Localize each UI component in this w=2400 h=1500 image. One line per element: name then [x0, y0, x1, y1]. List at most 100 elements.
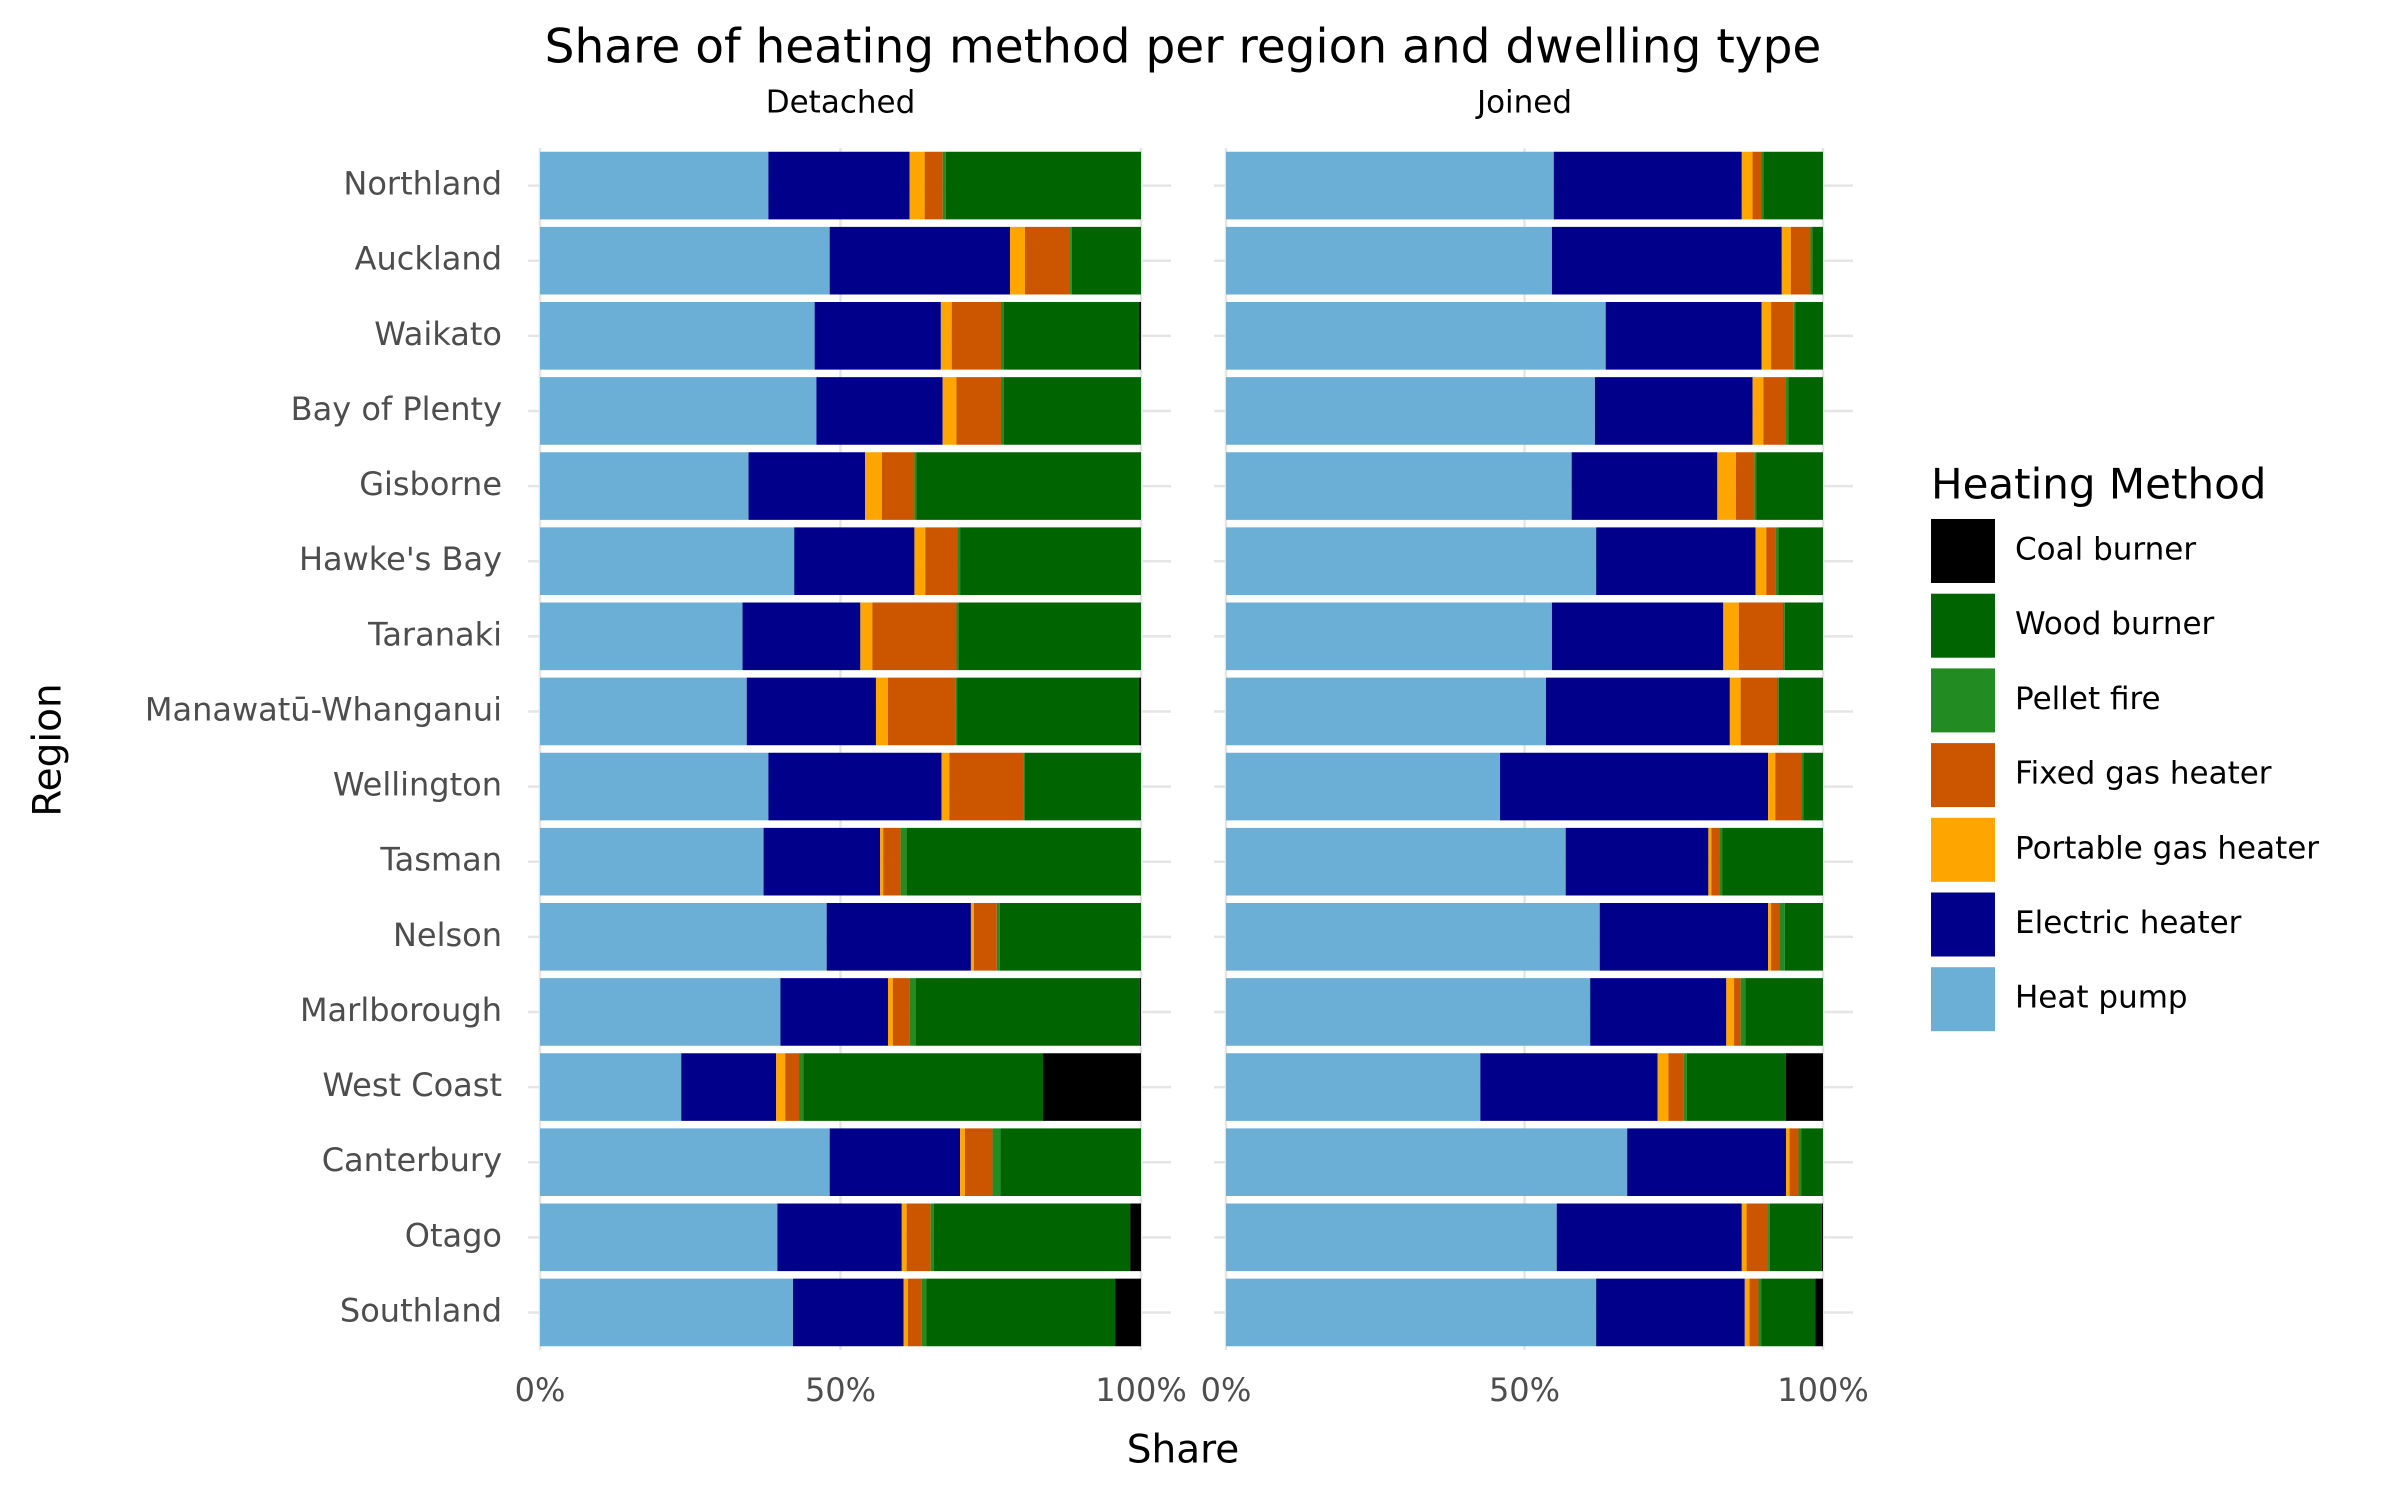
- bar-segment: [930, 1203, 934, 1272]
- legend-swatch: [1931, 519, 1995, 583]
- bar-segment: [945, 151, 1141, 220]
- bar-segment: [540, 527, 795, 595]
- bar-segment: [1686, 1053, 1786, 1121]
- bar-segment: [1793, 302, 1796, 370]
- bar-segment: [940, 302, 952, 370]
- legend-swatch: [1931, 668, 1995, 733]
- bar-segment: [1605, 302, 1762, 370]
- bar-segment: [814, 302, 941, 370]
- bar-segment: [970, 903, 974, 971]
- bar-segment: [1226, 752, 1501, 821]
- bar-segment: [540, 1128, 830, 1196]
- bar-segment: [1596, 527, 1756, 595]
- bar-segment: [1778, 677, 1823, 746]
- bar-segment: [1785, 377, 1789, 445]
- bar-segment: [540, 1278, 794, 1347]
- y-tick-label: Hawke's Bay: [299, 540, 502, 578]
- bar-segment: [1783, 602, 1785, 671]
- bar-segment: [1717, 452, 1736, 520]
- bar-segment: [1815, 1278, 1823, 1347]
- bar-segment: [826, 903, 971, 971]
- bar-segment: [1003, 377, 1141, 445]
- y-tick-label: Southland: [340, 1291, 502, 1329]
- bar-segment: [1812, 226, 1823, 295]
- bar-segment: [785, 1053, 800, 1121]
- bar-segment: [768, 151, 910, 220]
- y-tick-label: West Coast: [322, 1066, 502, 1104]
- bar-segment: [1754, 452, 1757, 520]
- bar-segment: [829, 1128, 961, 1196]
- bar-segment: [1025, 226, 1071, 295]
- bar-segment: [746, 677, 876, 746]
- bar-segment: [1821, 1203, 1823, 1272]
- bar-segment: [887, 978, 893, 1046]
- bar-segment: [803, 1053, 1044, 1121]
- bar-segment: [540, 302, 815, 370]
- bar-segment: [540, 752, 769, 821]
- bar-segment: [1139, 302, 1141, 370]
- bar-segment: [1789, 1128, 1799, 1196]
- bar-segment: [1226, 677, 1546, 746]
- legend-label: Fixed gas heater: [2015, 756, 2272, 792]
- bar-segment: [1810, 226, 1813, 295]
- bar-segment: [1226, 377, 1595, 445]
- bar-segment: [1752, 377, 1764, 445]
- y-tick-label: Otago: [405, 1216, 502, 1254]
- bar-segment: [1545, 677, 1730, 746]
- bar-segment: [900, 827, 907, 896]
- bar-segment: [1657, 1053, 1669, 1121]
- bar-segment: [1683, 1053, 1687, 1121]
- bar-segment: [906, 1203, 931, 1272]
- bar-segment: [909, 151, 925, 220]
- legend-label: Pellet fire: [2015, 681, 2161, 717]
- bar-segment: [1761, 1278, 1816, 1347]
- bar-segment: [1735, 452, 1755, 520]
- bar-segment: [875, 677, 888, 746]
- bar-segment: [892, 978, 910, 1046]
- x-tick-label: 0%: [515, 1371, 566, 1409]
- bar-segment: [958, 602, 1141, 671]
- y-tick-label: Canterbury: [322, 1141, 502, 1179]
- bar-segment: [1734, 978, 1741, 1046]
- legend-label: Electric heater: [2015, 905, 2242, 941]
- bar-segment: [1775, 527, 1779, 595]
- bar-segment: [909, 978, 916, 1046]
- bar-segment: [1741, 151, 1753, 220]
- bar-segment: [1551, 226, 1782, 295]
- bar-segment: [916, 452, 1141, 520]
- bar-segment: [540, 827, 764, 896]
- bar-segment: [1780, 903, 1785, 971]
- bar-segment: [881, 452, 915, 520]
- bar-segment: [1480, 1053, 1658, 1121]
- bar-segment: [1596, 1278, 1745, 1347]
- bar-segment: [540, 377, 817, 445]
- bar-segment: [1781, 226, 1791, 295]
- bar-segment: [1726, 978, 1735, 1046]
- bar-segment: [763, 827, 881, 896]
- bar-segment: [1139, 677, 1141, 746]
- bar-segment: [1571, 452, 1718, 520]
- bar-segment: [1139, 978, 1141, 1046]
- facet-title: Detached: [766, 85, 916, 121]
- bar-segment: [540, 1203, 778, 1272]
- bar-segment: [742, 602, 861, 671]
- y-axis-title: Region: [26, 683, 71, 817]
- bar-segment: [1551, 602, 1724, 671]
- bar-segment: [1729, 677, 1741, 746]
- bar-segment: [1000, 302, 1004, 370]
- bar-segment: [1043, 1053, 1141, 1121]
- bar-segment: [1777, 677, 1779, 746]
- bar-segment: [957, 527, 961, 595]
- bar-segment: [956, 602, 959, 671]
- bar-segment: [780, 978, 888, 1046]
- bar-segment: [1226, 827, 1566, 896]
- bar-segment: [540, 903, 827, 971]
- bar-segment: [540, 151, 769, 220]
- bar-segment: [540, 978, 781, 1046]
- bar-segment: [1226, 978, 1591, 1046]
- bar-segment: [865, 452, 882, 520]
- bar-segment: [1668, 1053, 1684, 1121]
- bar-segment: [793, 1278, 904, 1347]
- bar-segment: [1556, 1203, 1742, 1272]
- bar-segment: [1023, 752, 1026, 821]
